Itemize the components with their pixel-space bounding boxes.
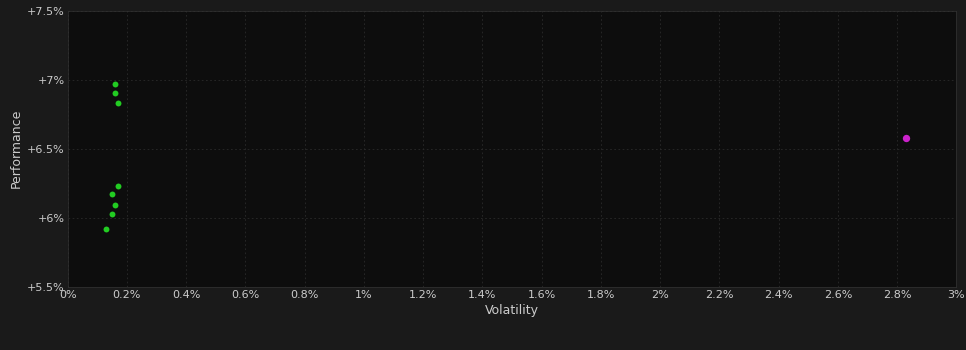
X-axis label: Volatility: Volatility xyxy=(485,304,539,317)
Point xyxy=(104,211,120,217)
Point xyxy=(110,183,126,189)
Y-axis label: Performance: Performance xyxy=(10,109,23,188)
Point xyxy=(107,91,123,96)
Point xyxy=(104,191,120,197)
Point xyxy=(898,135,914,140)
Point xyxy=(107,81,123,86)
Point xyxy=(110,100,126,106)
Point xyxy=(99,226,114,232)
Point xyxy=(107,203,123,208)
